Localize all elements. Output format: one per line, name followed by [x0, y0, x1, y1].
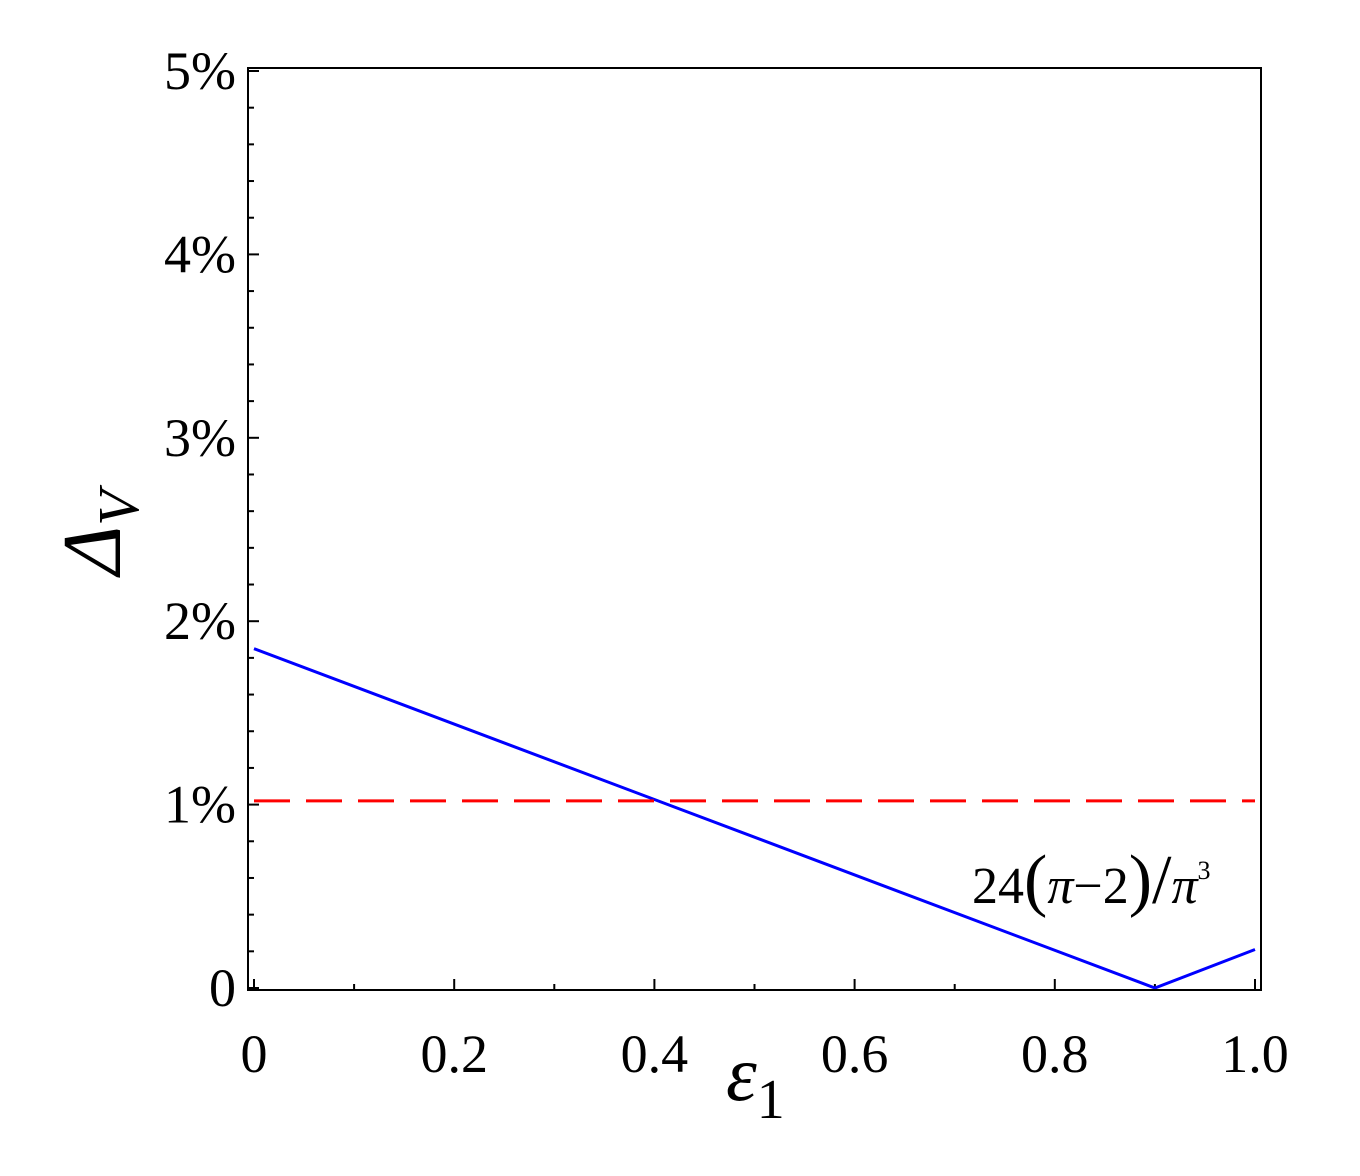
x-axis-label: ε1 [726, 1030, 785, 1131]
major-ticks [248, 70, 1256, 990]
y-tick-label: 0 [209, 958, 236, 1018]
x-axis-label-base: ε [726, 1030, 757, 1117]
series-layer [253, 647, 1256, 990]
y-tick-label: 2% [164, 591, 236, 651]
y-axis-label-sub: V [86, 484, 151, 526]
annotation-formula: 24(π−2)/π3 [972, 842, 1211, 919]
annotation-two: 2 [1103, 858, 1129, 915]
y-tick-label: 4% [164, 224, 236, 284]
x-tick-label: 0.8 [1021, 1024, 1089, 1084]
x-tick-label: 0.6 [821, 1024, 889, 1084]
x-tick-labels: 0 0.2 0.4 0.6 0.8 1.0 [241, 1024, 1289, 1084]
y-tick-label: 3% [164, 408, 236, 468]
annotation-minus: − [1073, 858, 1102, 915]
y-axis-label: ΔV [46, 484, 151, 578]
x-tick-label: 0.4 [621, 1024, 689, 1084]
annotation-coef: 24 [972, 858, 1024, 915]
plot-frame [247, 67, 1262, 991]
annotation-paren-open: ( [1024, 842, 1047, 919]
y-tick-label: 1% [164, 775, 236, 835]
y-axis-label-base: Δ [46, 526, 139, 578]
series-line-solid [253, 647, 1256, 990]
annotation-pi: π [1047, 858, 1075, 915]
x-axis-label-sub: 1 [757, 1069, 785, 1131]
x-tick-label: 0 [241, 1024, 268, 1084]
x-tick-label: 1.0 [1221, 1024, 1289, 1084]
annotation-pi2: π [1171, 858, 1199, 915]
y-tick-label: 5% [164, 41, 236, 101]
annotation-exp: 3 [1198, 856, 1211, 885]
annotation-paren-close: ) [1129, 842, 1152, 919]
annotation-slash: / [1152, 842, 1172, 919]
y-tick-labels: 0 1% 2% 3% 4% 5% [164, 41, 236, 1018]
x-tick-label: 0.2 [420, 1024, 488, 1084]
